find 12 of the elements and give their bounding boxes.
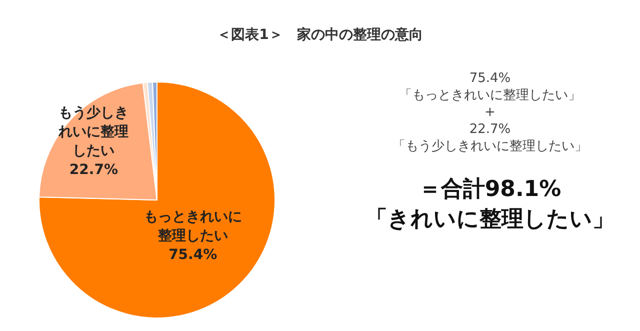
text: 「もっときれいに整理したい」 [398, 87, 582, 104]
data-label: 75.4% [168, 246, 218, 266]
pie-slice [38, 82, 276, 318]
text: ＜図表1＞ 家の中の整理の意向 [216, 26, 424, 44]
text: + [484, 104, 496, 121]
data-label: 22.7% [69, 161, 118, 180]
text: 22.7% [468, 121, 512, 138]
text: 「きれいに整理したい」 [364, 206, 616, 234]
slice-label: もっときれいに整理したい [142, 208, 243, 246]
text: ＝合計98.1% [418, 176, 562, 204]
text: 75.4% [468, 70, 512, 87]
text: 「もう少しきれいに整理したい」 [392, 138, 588, 155]
